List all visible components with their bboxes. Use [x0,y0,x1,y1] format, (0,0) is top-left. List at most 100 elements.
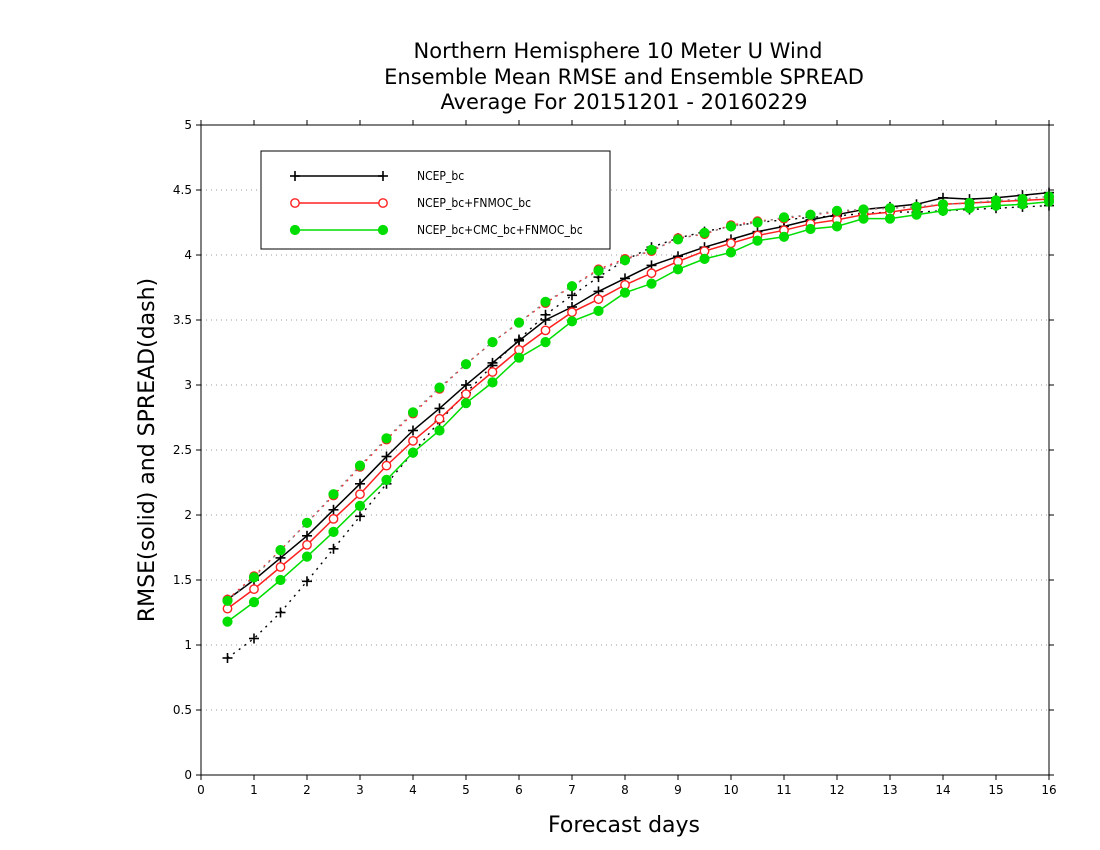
spread-line-2 [227,195,1050,602]
spread-point [222,595,233,606]
rmse-line-2 [227,200,1050,623]
legend-entry-2: NCEP_bc+CMC_bc+FNMOC_bc [289,223,583,237]
spread-point [725,221,737,232]
rmse-point [1017,199,1028,210]
spread-point [275,607,286,618]
legend-marker-start [290,171,300,181]
rmse-point [249,584,259,594]
chart-title-line-3: Average For 20151201 - 20160229 [440,90,807,114]
x-tick-label: 14 [935,783,950,797]
series-1 [222,194,1054,614]
rmse-point [831,221,843,232]
rmse-point [964,203,975,214]
x-tick-label: 0 [197,783,205,797]
rmse-point [381,460,392,471]
x-tick-label: 11 [776,783,791,797]
rmse-point [514,335,524,346]
rmse-point [301,551,313,562]
rmse-point [725,247,737,258]
spread-point [805,209,816,220]
rmse-line-0 [227,191,1050,601]
spread-point [328,543,339,554]
x-tick-label: 16 [1041,783,1056,797]
y-tick-label: 3 [184,378,192,392]
rmse-point [646,278,657,289]
spread-point [513,317,525,328]
legend: NCEP_bc NCEP_bc+FNMOC_bc NCEP_bc+CMC_bc+FN… [260,150,611,250]
rmse-point [381,451,392,462]
spread-point [302,576,312,587]
rmse-point [699,253,710,264]
rmse-point [567,307,577,318]
spread-point [566,281,578,292]
rmse-point [460,398,472,409]
spread-point [249,633,259,644]
y-tick-label: 0 [184,768,192,782]
x-tick-label: 6 [515,783,523,797]
legend-marker-end [377,224,389,236]
x-tick-label: 4 [409,783,417,797]
spread-point [699,227,710,238]
legend-marker-start [290,198,300,208]
chart-title: Northern Hemisphere 10 Meter U Wind Ense… [384,39,864,114]
y-tick-label: 2.5 [173,443,192,457]
rmse-point [752,235,763,246]
x-tick-label: 2 [303,783,311,797]
rmse-point [487,367,498,377]
spread-point [567,290,577,301]
spread-point [593,265,604,276]
legend-label: NCEP_bc [417,169,464,183]
rmse-point [355,489,365,500]
rmse-point [302,540,312,550]
rmse-point [513,352,525,363]
spread-point [619,255,631,266]
spread-point [646,244,657,255]
rmse-point [355,478,365,489]
rmse-point [248,596,260,608]
rmse-point [540,325,551,336]
y-tick-label: 2 [184,508,192,522]
rmse-point [328,526,339,538]
spread-point [487,337,498,348]
chart-title-line-2: Ensemble Mean RMSE and Ensemble SPREAD [384,65,864,89]
rmse-point [540,337,551,348]
rmse-point [619,287,631,298]
x-tick-label: 7 [568,783,576,797]
x-tick-label: 13 [882,783,897,797]
rmse-point [646,268,657,279]
series-2 [222,191,1055,627]
legend-marker-start [289,224,301,236]
legend-box [260,150,611,250]
series-layer [222,187,1055,663]
rmse-point [328,504,339,515]
rmse-point [566,316,578,327]
spread-point [248,572,260,583]
x-tick-label: 8 [621,783,629,797]
rmse-point [461,380,471,390]
legend-entry-1: NCEP_bc+FNMOC_bc [290,196,531,210]
spread-point [778,212,790,223]
rmse-point [937,205,949,216]
spread-point [752,217,763,228]
y-tick-label: 3.5 [173,313,192,327]
series-0 [222,187,1054,663]
rmse-point [408,425,418,436]
rmse-point [434,413,445,424]
legend-label: NCEP_bc+CMC_bc+FNMOC_bc [417,223,583,237]
rmse-point [990,200,1002,211]
spread-point [434,382,445,393]
y-tick-label: 4.5 [173,183,192,197]
y-tick-label: 5 [184,118,192,132]
rmse-point [381,474,392,486]
legend-entry-0: NCEP_bc [290,169,464,183]
rmse-point [884,213,896,224]
rmse-line-1 [227,198,1050,610]
rmse-point [858,213,869,224]
spread-point [407,407,419,418]
y-tick-label: 4 [184,248,192,262]
spread-point [381,433,392,444]
x-tick-label: 12 [829,783,844,797]
x-tick-label: 3 [356,783,364,797]
rmse-point [911,209,922,220]
rmse-point [540,315,551,325]
